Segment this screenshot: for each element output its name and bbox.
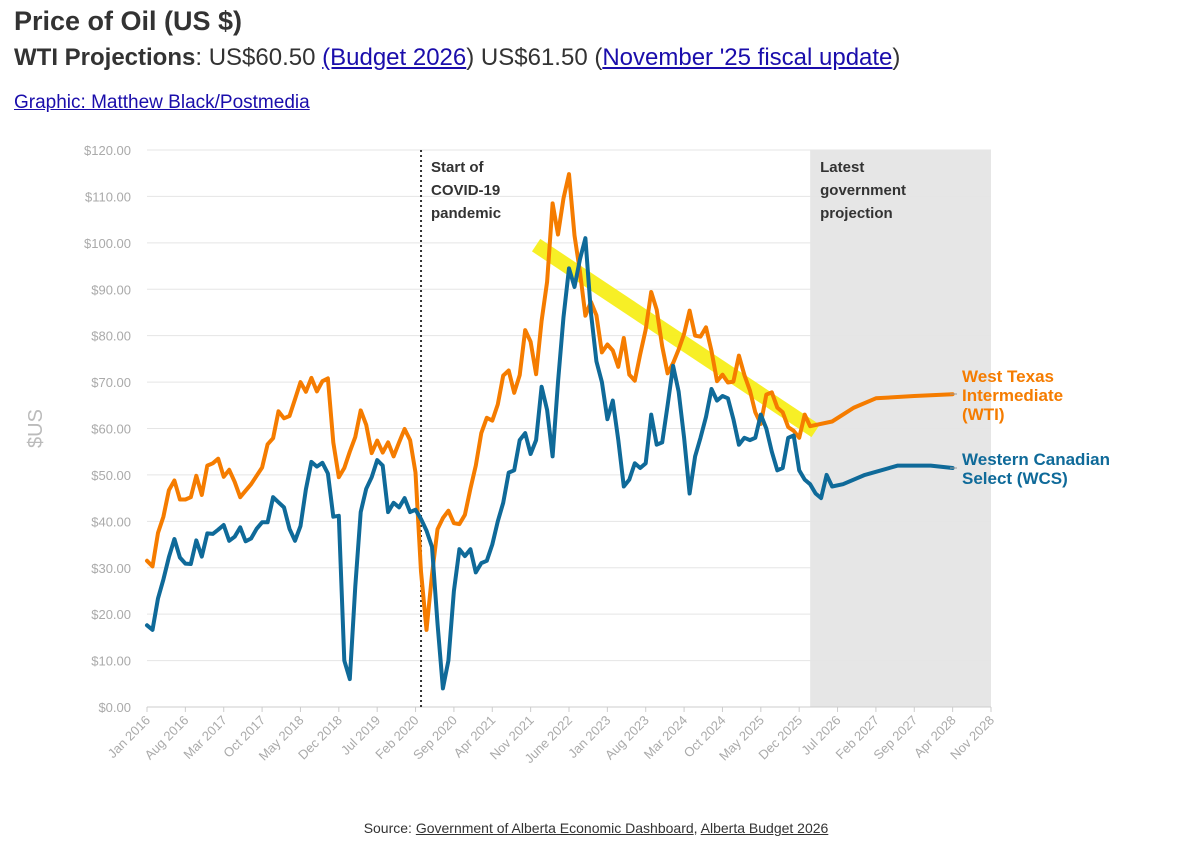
graphic-credit-link[interactable]: Graphic: Matthew Black/Postmedia bbox=[14, 92, 310, 113]
y-tick-label: $110.00 bbox=[85, 189, 131, 204]
annotation-line: projection bbox=[820, 205, 893, 222]
wcs-series-label: Western Canadian Select (WCS) bbox=[962, 450, 1110, 488]
wti-budget-value: US$60.50 bbox=[208, 44, 323, 71]
wti-series-label: West Texas Intermediate (WTI) bbox=[962, 367, 1063, 424]
series-label-line: (WTI) bbox=[962, 405, 1004, 424]
chart-subtitle: WTI Projections: US$60.50 (Budget 2026) … bbox=[14, 44, 900, 72]
series-label-line: Select (WCS) bbox=[962, 469, 1068, 488]
source-separator: , bbox=[693, 820, 701, 836]
y-tick-label: $30.00 bbox=[91, 561, 131, 576]
budget-2026-link[interactable]: (Budget 2026 bbox=[322, 44, 467, 71]
y-tick-label: $60.00 bbox=[91, 422, 131, 437]
annotation-line: government bbox=[820, 182, 906, 199]
y-tick-label: $0.00 bbox=[98, 700, 131, 715]
annotation-line: pandemic bbox=[431, 205, 501, 222]
y-tick-label: $70.00 bbox=[91, 375, 131, 390]
fiscal-update-value: US$61.50 ( bbox=[474, 44, 603, 71]
wti-line bbox=[145, 172, 955, 632]
close-paren: ) bbox=[466, 44, 475, 71]
annotation-line: COVID-19 bbox=[431, 182, 500, 199]
y-tick-label: $120.00 bbox=[84, 143, 131, 158]
oil-price-chart: $0.00 $10.00 $20.00 $30.00 $40.00 $50.00 $60.0… bbox=[25, 143, 1110, 766]
source-note: Source: Government of Alberta Economic D… bbox=[0, 820, 1192, 836]
source-prefix: Source: bbox=[363, 820, 416, 836]
series-label-line: Intermediate bbox=[962, 386, 1063, 405]
y-tick-label: $80.00 bbox=[91, 329, 131, 344]
fiscal-update-link[interactable]: November '25 fiscal update bbox=[602, 44, 893, 71]
y-tick-label: $20.00 bbox=[91, 607, 131, 622]
annotation-line: Start of bbox=[431, 159, 485, 176]
covid-annotation: Start of COVID-19 pandemic bbox=[431, 159, 501, 222]
y-tick-label: $10.00 bbox=[91, 654, 131, 669]
annotation-line: Latest bbox=[820, 159, 864, 176]
subtitle-bold-label: WTI Projections bbox=[14, 44, 196, 71]
series-label-line: Western Canadian bbox=[962, 450, 1110, 469]
source-link-budget[interactable]: Alberta Budget 2026 bbox=[700, 820, 829, 836]
wcs-line bbox=[145, 236, 955, 691]
y-tick-label: $90.00 bbox=[91, 282, 131, 297]
chart-title: Price of Oil (US $) bbox=[14, 6, 243, 36]
projection-annotation: Latest government projection bbox=[820, 159, 906, 222]
trend-highlight bbox=[531, 238, 820, 438]
y-tick-label: $40.00 bbox=[91, 514, 131, 529]
source-link-dashboard[interactable]: Government of Alberta Economic Dashboard bbox=[415, 820, 694, 836]
series-label-line: West Texas bbox=[962, 367, 1054, 386]
y-axis-label: $US bbox=[25, 409, 47, 448]
y-tick-label: $100.00 bbox=[84, 236, 131, 251]
y-tick-label: $50.00 bbox=[91, 468, 131, 483]
subtitle-separator: : bbox=[195, 44, 209, 71]
credit-line: Graphic: Matthew Black/Postmedia bbox=[14, 92, 310, 114]
close-paren-2: ) bbox=[892, 44, 901, 71]
